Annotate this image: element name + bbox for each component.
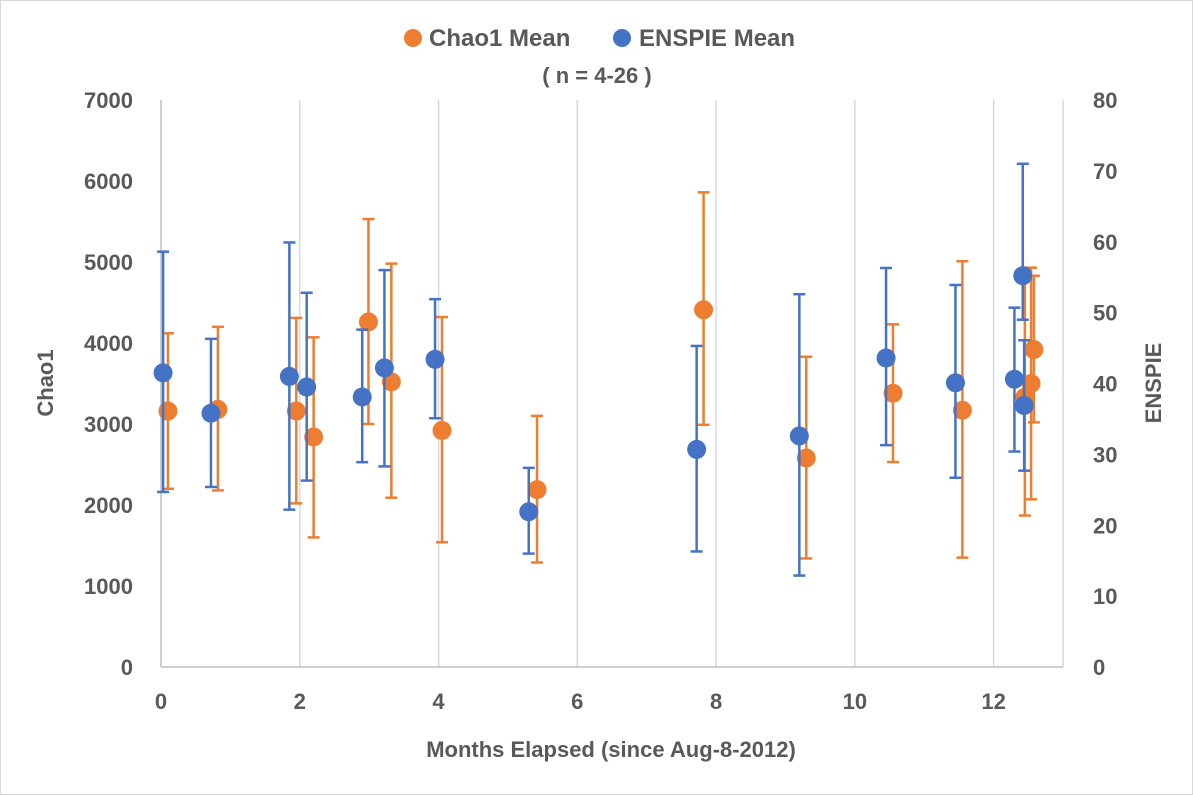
data-point	[945, 373, 965, 393]
y2-tick-label: 30	[1093, 442, 1117, 467]
data-point	[1014, 395, 1034, 415]
legend: Chao1 Mean ENSPIE Mean	[404, 25, 795, 52]
y2-tick-label: 60	[1093, 230, 1117, 255]
chart-subtitle: ( n = 4-26 )	[542, 63, 651, 88]
data-point	[158, 401, 178, 421]
legend-marker-enspie	[613, 29, 631, 47]
y2-tick-labels: 0 10 20 30 40 50 60 70 80	[1093, 88, 1117, 680]
data-point	[1024, 339, 1044, 359]
x-tick-label: 6	[571, 689, 583, 714]
data-point	[1004, 369, 1024, 389]
y2-tick-label: 50	[1093, 301, 1117, 326]
data-point	[358, 312, 378, 332]
data-point	[1021, 374, 1041, 393]
data-point	[876, 348, 896, 368]
y2-axis-title: ENSPIE	[1141, 343, 1166, 424]
x-tick-labels: 0 2 4 6 8 10 12	[155, 689, 1006, 714]
data-point	[527, 480, 547, 500]
axis-layer	[160, 100, 1063, 668]
legend-marker-chao1	[404, 29, 422, 47]
data-point	[883, 383, 903, 403]
data-point	[425, 349, 445, 369]
series-enspie	[153, 162, 1034, 577]
data-point	[694, 300, 714, 320]
y2-tick-label: 80	[1093, 88, 1117, 113]
y-axis-title: Chao1	[33, 349, 58, 416]
grid-layer	[299, 100, 1064, 667]
data-point	[304, 427, 324, 447]
data-point	[1013, 266, 1033, 286]
data-point	[279, 366, 299, 386]
y2-tick-label: 20	[1093, 513, 1117, 538]
legend-label-enspie: ENSPIE Mean	[639, 25, 795, 52]
data-point	[796, 448, 816, 468]
data-point	[374, 358, 394, 378]
x-tick-label: 2	[294, 689, 306, 714]
y-tick-label: 6000	[84, 169, 133, 194]
series-layer	[153, 162, 1044, 577]
x-tick-label: 10	[843, 689, 867, 714]
legend-label-chao1: Chao1 Mean	[429, 25, 570, 52]
data-point	[286, 401, 306, 421]
data-point	[201, 403, 221, 423]
data-point	[432, 420, 452, 440]
x-tick-label: 0	[155, 689, 167, 714]
data-point	[297, 377, 317, 397]
y-tick-label: 7000	[84, 88, 133, 113]
x-tick-label: 12	[981, 689, 1005, 714]
y-tick-labels: 0 1000 2000 3000 4000 5000 6000 7000	[84, 88, 133, 680]
y-tick-label: 2000	[84, 493, 133, 518]
x-tick-label: 4	[432, 689, 445, 714]
data-point	[687, 439, 707, 459]
y-tick-label: 3000	[84, 412, 133, 437]
data-point	[352, 387, 372, 407]
y2-tick-label: 70	[1093, 159, 1117, 184]
y2-tick-label: 40	[1093, 372, 1117, 397]
y-tick-label: 5000	[84, 250, 133, 275]
data-point	[789, 426, 809, 446]
data-point	[153, 363, 173, 383]
y2-tick-label: 0	[1093, 655, 1105, 680]
x-axis-title: Months Elapsed (since Aug-8-2012)	[426, 737, 796, 762]
x-tick-label: 8	[710, 689, 722, 714]
y-tick-label: 1000	[84, 574, 133, 599]
y-tick-label: 0	[121, 655, 133, 680]
data-point	[519, 502, 539, 522]
y-tick-label: 4000	[84, 331, 133, 356]
y2-tick-label: 10	[1093, 584, 1117, 609]
data-point	[952, 400, 972, 420]
